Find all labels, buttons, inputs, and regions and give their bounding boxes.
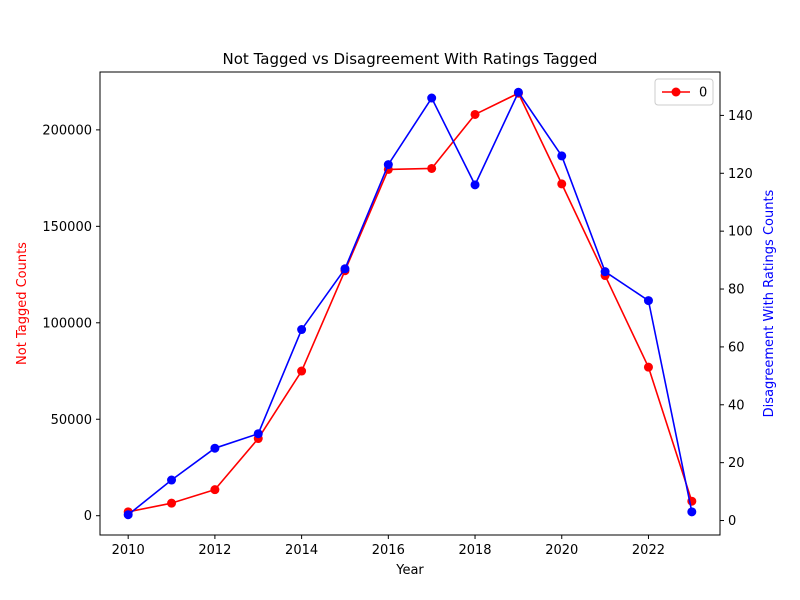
series-point xyxy=(470,180,480,190)
legend-marker-swatch xyxy=(671,87,681,97)
right-tick-label: 140 xyxy=(728,109,753,124)
x-axis-ticks: 2010 2012 2014 2016 2018 2020 2022 xyxy=(112,535,665,558)
series-point xyxy=(557,151,567,161)
left-tick-label: 100000 xyxy=(42,316,92,331)
right-tick-label: 0 xyxy=(728,514,736,529)
series-point xyxy=(297,325,307,335)
left-axis-ticks: 0 50000 100000 150000 200000 xyxy=(42,123,100,524)
right-tick-label: 100 xyxy=(728,225,753,240)
x-tick-label: 2012 xyxy=(198,543,231,558)
right-tick-label: 20 xyxy=(728,456,745,471)
right-axis-ticks: 0 20 40 60 80 100 120 140 xyxy=(720,109,753,529)
plot-layer xyxy=(123,87,697,520)
series-line xyxy=(128,92,693,513)
series-point xyxy=(427,93,437,103)
series-line xyxy=(127,91,693,516)
series-point xyxy=(167,498,177,508)
not-tagged-series xyxy=(123,88,697,517)
series-point xyxy=(600,267,610,277)
disagreement-series xyxy=(123,87,697,520)
series-point xyxy=(513,87,523,97)
right-tick-label: 40 xyxy=(728,398,745,413)
series-point xyxy=(297,366,307,376)
series-point xyxy=(383,160,393,170)
left-tick-label: 200000 xyxy=(42,123,92,138)
left-tick-label: 0 xyxy=(84,509,92,524)
x-tick-label: 2016 xyxy=(372,543,405,558)
legend: 0 xyxy=(654,78,714,106)
series-point xyxy=(340,264,350,274)
series-point xyxy=(427,163,437,173)
series-point xyxy=(167,475,177,485)
legend-entry-label: 0 xyxy=(699,86,707,101)
series-point xyxy=(210,443,220,453)
x-axis-label: Year xyxy=(395,563,424,578)
series-point xyxy=(643,362,653,372)
left-axis-label: Not Tagged Counts xyxy=(15,242,30,365)
right-tick-label: 120 xyxy=(728,167,753,182)
right-axis-label: Disagreement With Ratings Counts xyxy=(762,189,777,417)
series-point xyxy=(210,485,220,495)
x-tick-label: 2010 xyxy=(112,543,145,558)
x-tick-label: 2022 xyxy=(632,543,665,558)
series-point xyxy=(123,510,133,520)
right-tick-label: 80 xyxy=(728,283,745,298)
series-point xyxy=(557,179,567,189)
x-tick-label: 2014 xyxy=(285,543,318,558)
series-point xyxy=(687,507,697,517)
series-point xyxy=(470,109,480,119)
left-tick-label: 50000 xyxy=(51,413,92,428)
left-tick-label: 150000 xyxy=(42,220,92,235)
series-point xyxy=(253,429,263,439)
chart-title: Not Tagged vs Disagreement With Ratings … xyxy=(223,50,598,68)
right-tick-label: 60 xyxy=(728,340,745,355)
plot-frame xyxy=(99,71,721,536)
x-tick-label: 2020 xyxy=(545,543,578,558)
series-point xyxy=(643,296,653,306)
x-tick-label: 2018 xyxy=(458,543,491,558)
